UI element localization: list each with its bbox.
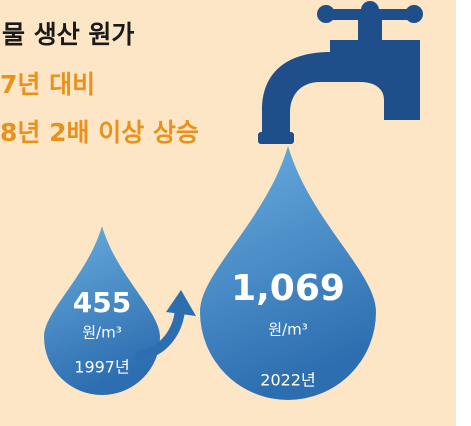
- subtitle: 8년 2배 이상 상승: [0, 118, 199, 147]
- title: 물 생산 원가: [2, 20, 134, 49]
- subtitle: 7년 대비: [0, 70, 95, 99]
- year: 1997년: [74, 358, 129, 377]
- faucet: [258, 1, 423, 144]
- arrow-head: [166, 290, 196, 316]
- large-drop: [200, 146, 376, 400]
- value: 1,069: [231, 268, 345, 309]
- edge: [456, 0, 471, 426]
- unit: 원/m³: [268, 321, 307, 339]
- year: 2022년: [260, 371, 315, 390]
- value: 455: [73, 286, 131, 319]
- arrow: [135, 305, 185, 360]
- unit: 원/m³: [82, 324, 121, 342]
- small-drop: [44, 226, 160, 395]
